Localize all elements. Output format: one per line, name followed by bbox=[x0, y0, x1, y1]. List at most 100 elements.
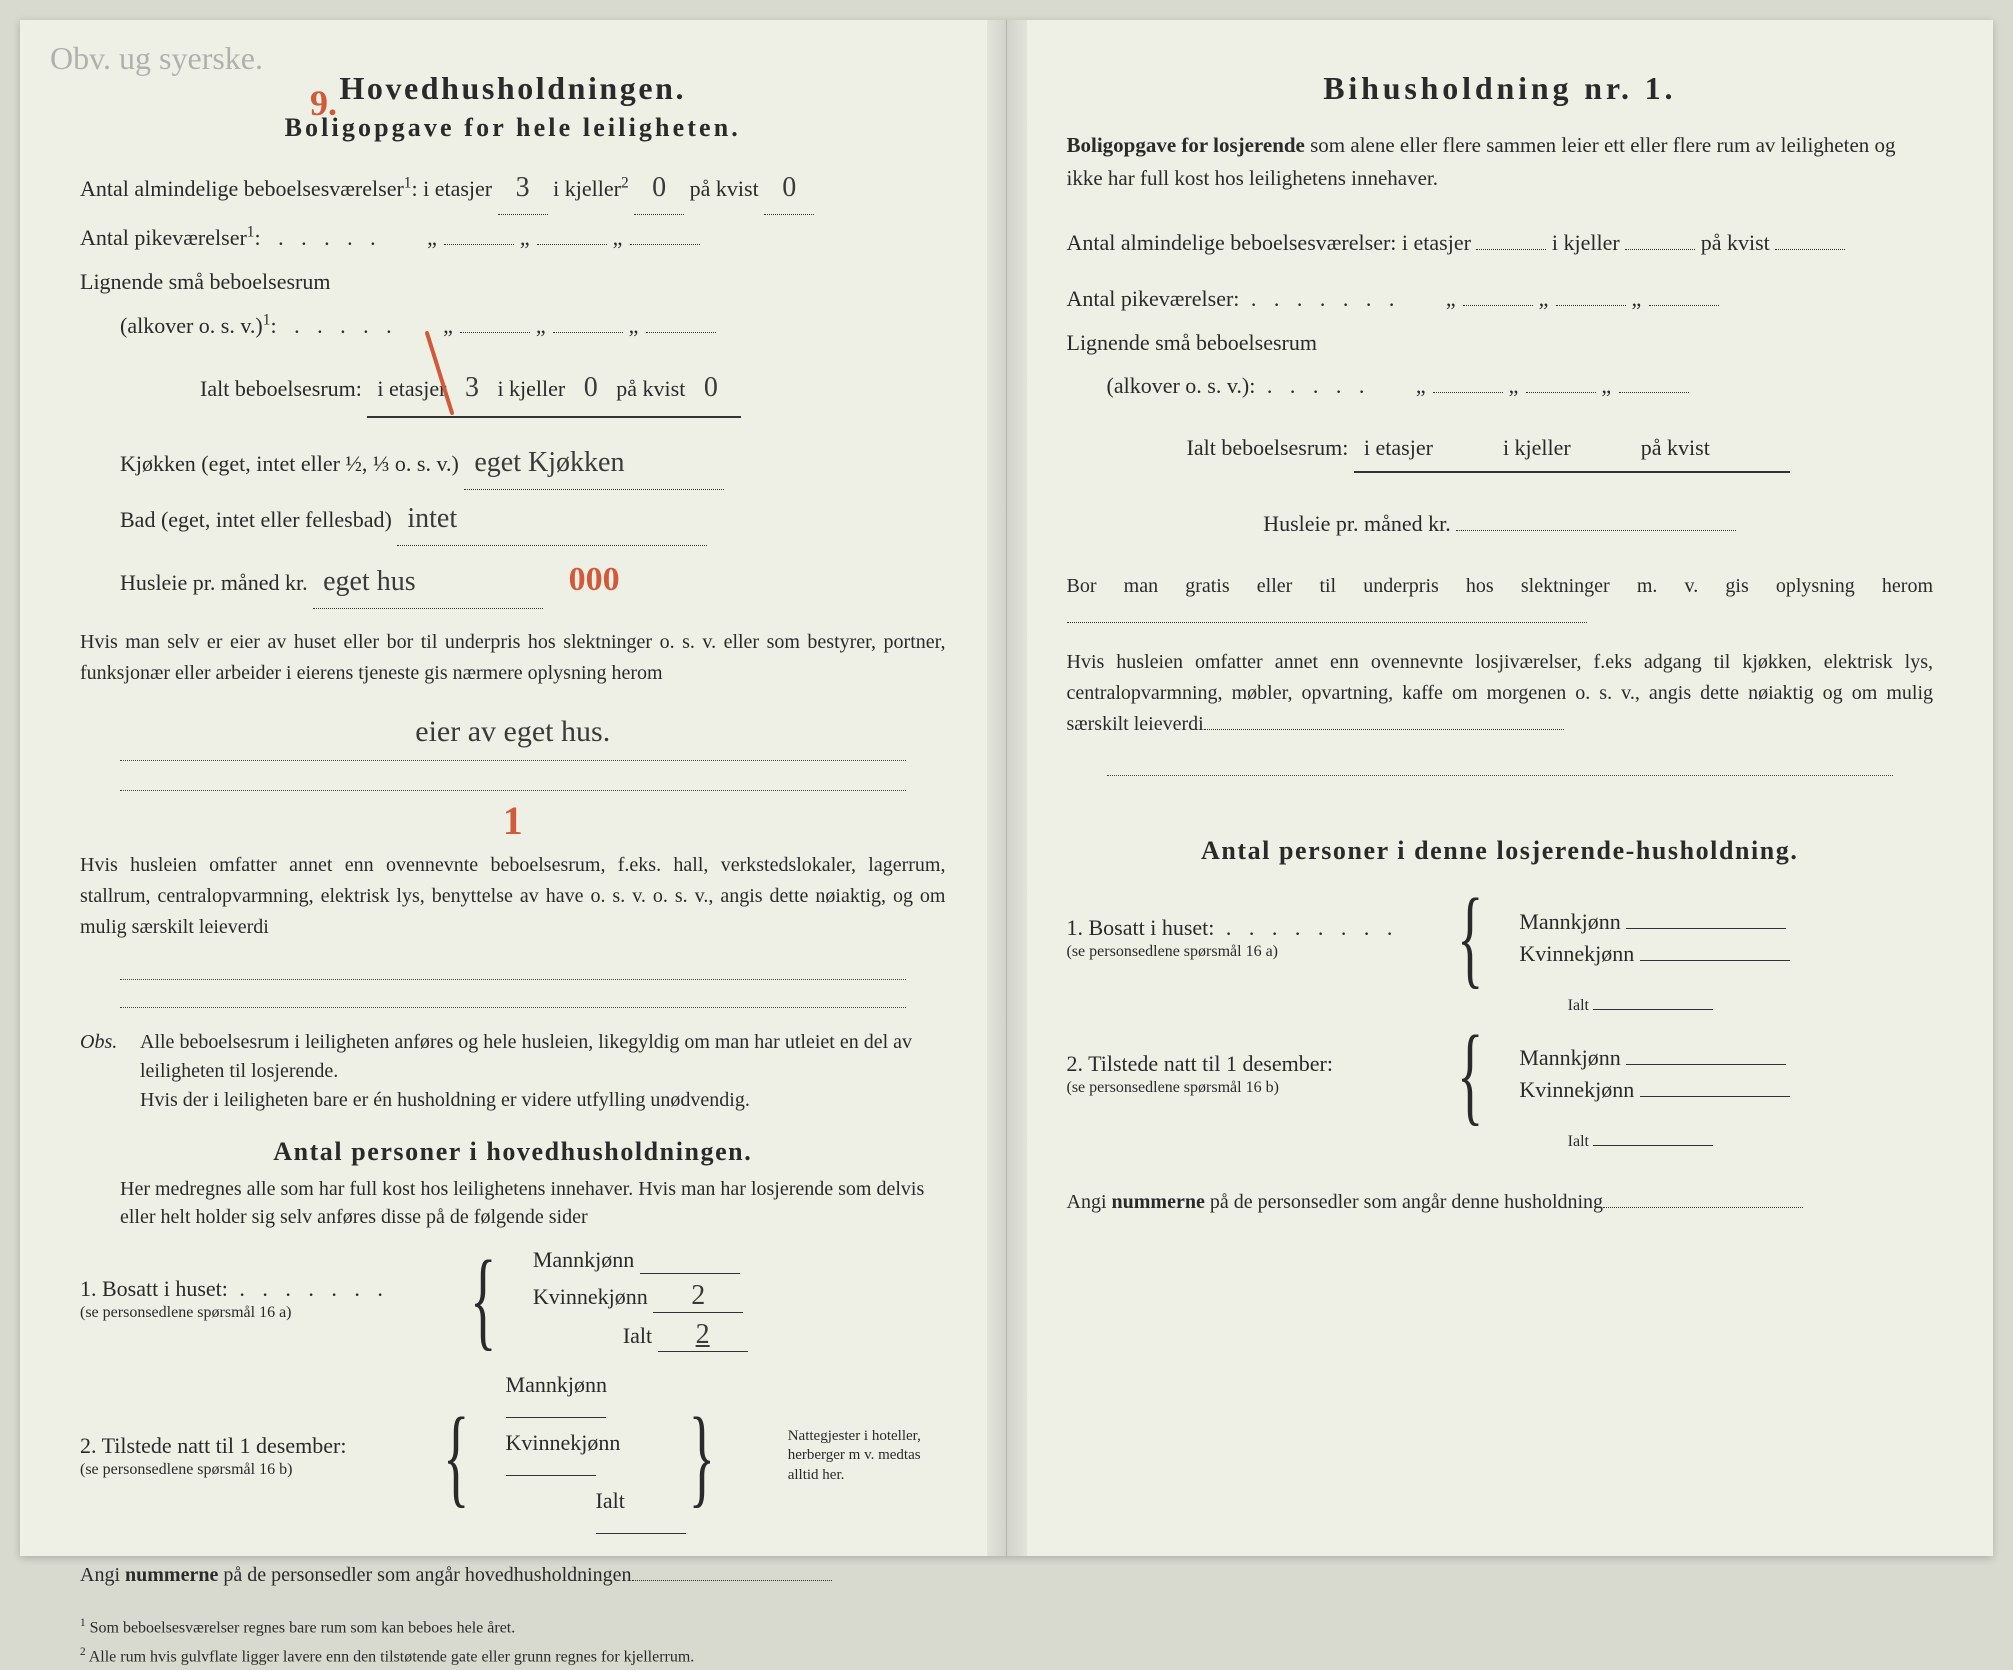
r-q1-ialt: Ialt bbox=[1067, 997, 1934, 1015]
etasjer-value: 3 bbox=[498, 161, 548, 215]
r-q2-fields: Mannkjønn Kvinnekjønn bbox=[1519, 1045, 1789, 1103]
q1-kvinne: Kvinnekjønn 2 bbox=[533, 1280, 748, 1313]
right-title: Bihusholdning nr. 1. bbox=[1067, 70, 1934, 107]
q2-label-block: 2. Tilstede natt til 1 desember: (se per… bbox=[80, 1433, 433, 1479]
right-footer: Angi nummerne på de personsedler som ang… bbox=[1067, 1191, 1934, 1214]
r-blank-line bbox=[1107, 754, 1894, 776]
intro-bold: Boligopgave for losjerende bbox=[1067, 133, 1305, 157]
r-gratis-para: Bor man gratis eller til underpris hos s… bbox=[1067, 571, 1934, 633]
right-intro: Boligopgave for losjerende som alene ell… bbox=[1067, 129, 1934, 194]
q2-label: 2. Tilstede natt til 1 desember: bbox=[80, 1433, 346, 1458]
pike-kjeller bbox=[537, 244, 607, 245]
r-small-rooms-label: Lignende små beboelsesrum bbox=[1067, 322, 1934, 364]
q2-kvinne: Kvinnekjønn bbox=[506, 1430, 705, 1482]
r-q2-row: 2. Tilstede natt til 1 desember: (se per… bbox=[1067, 1033, 1934, 1116]
r-husleie: Husleie pr. måned kr. bbox=[1067, 503, 1934, 545]
r-pike-label: Antal pikeværelser: bbox=[1067, 286, 1240, 311]
owner-handwriting-line: eier av eget hus. bbox=[120, 703, 906, 761]
q1-label-block: 1. Bosatt i huset: . . . . . . . (se per… bbox=[80, 1276, 460, 1322]
brace-icon: { bbox=[1457, 1033, 1483, 1116]
kjokken-label: Kjøkken (eget, intet eller ½, ⅓ o. s. v.… bbox=[120, 451, 459, 476]
pike-etasjer bbox=[444, 244, 514, 245]
r-alkover-label: (alkover o. s. v.): bbox=[1107, 373, 1256, 398]
kjeller-label: i kjeller bbox=[553, 176, 621, 201]
kjeller-value: 0 bbox=[634, 161, 684, 215]
left-page: Obv. ug syerske. 9. Hovedhusholdningen. … bbox=[20, 20, 1007, 1556]
r-section-title: Antal personer i denne losjerende-hushol… bbox=[1067, 836, 1934, 866]
q2-row: 2. Tilstede natt til 1 desember: (se per… bbox=[80, 1372, 946, 1540]
sup1: 1 bbox=[404, 175, 412, 192]
q1-mann: Mannkjønn bbox=[533, 1247, 748, 1274]
obs-label: Obs. bbox=[80, 1028, 140, 1115]
husleie-red-annotation: 000 bbox=[569, 561, 620, 598]
q2-fields: Mannkjønn Kvinnekjønn Ialt bbox=[506, 1372, 705, 1540]
r-q2-sub: (se personsedlene spørsmål 16 b) bbox=[1067, 1079, 1447, 1097]
obs-block: Obs. Alle beboelsesrum i leiligheten anf… bbox=[80, 1028, 946, 1115]
row-husleie: Husleie pr. måned kr. eget hus 000 bbox=[120, 548, 946, 613]
red-number-annotation: 9. bbox=[310, 82, 337, 124]
q1-sub: (se personsedlene spørsmål 16 a) bbox=[80, 1304, 460, 1322]
row-kjokken: Kjøkken (eget, intet eller ½, ⅓ o. s. v.… bbox=[120, 436, 946, 490]
pike-kvist bbox=[630, 244, 700, 245]
r-row-rooms: Antal almindelige beboelsesværelser: i e… bbox=[1067, 222, 1934, 264]
footnotes: 1 Som beboelsesværelser regnes bare rum … bbox=[80, 1615, 946, 1670]
r-q1-label-block: 1. Bosatt i huset: . . . . . . . . (se p… bbox=[1067, 915, 1447, 961]
dots: : . . . . . bbox=[255, 225, 382, 250]
row-bad: Bad (eget, intet eller fellesbad) intet bbox=[120, 492, 946, 546]
pike-label: Antal pikeværelser bbox=[80, 225, 247, 250]
left-subtitle: Boligopgave for hele leiligheten. bbox=[80, 113, 946, 143]
husleie-label: Husleie pr. måned kr. bbox=[120, 570, 308, 595]
row-ialt: Ialt beboelsesrum: i etasjer 3 i kjeller… bbox=[200, 361, 946, 418]
owner-paragraph: Hvis man selv er eier av huset eller bor… bbox=[80, 627, 946, 689]
side-note: Nattegjester i hoteller, herberger m v. … bbox=[788, 1427, 946, 1486]
left-footer: Angi nummerne på de personsedler som ang… bbox=[80, 1564, 946, 1587]
husleie-paragraph: Hvis husleien omfatter annet enn ovennev… bbox=[80, 850, 946, 943]
row-small-rooms-label: Lignende små beboelsesrum bbox=[80, 261, 946, 303]
blank-line bbox=[120, 769, 906, 791]
footnote-1: 1 Som beboelsesværelser regnes bare rum … bbox=[80, 1615, 946, 1640]
ditto: „ bbox=[427, 225, 439, 250]
red-underline-mark bbox=[422, 328, 462, 418]
blank-line-3 bbox=[120, 986, 906, 1008]
document-spread: Obv. ug syerske. 9. Hovedhusholdningen. … bbox=[20, 20, 1993, 1556]
brace-icon: { bbox=[470, 1258, 496, 1341]
ialt-kvist-val: 0 bbox=[704, 361, 718, 414]
kjokken-value: eget Kjøkken bbox=[464, 436, 724, 490]
section-sub: Her medregnes alle som har full kost hos… bbox=[120, 1175, 946, 1231]
r-rooms-label: Antal almindelige beboelsesværelser: i e… bbox=[1067, 230, 1471, 255]
q1-ialt: Ialt 2 bbox=[533, 1319, 748, 1352]
etasjer-label: : i etasjer bbox=[412, 176, 493, 201]
red-number-text: 9. bbox=[310, 83, 337, 123]
bad-label: Bad (eget, intet eller fellesbad) bbox=[120, 507, 392, 532]
r-q1-label: 1. Bosatt i huset: bbox=[1067, 915, 1215, 940]
r-ialt-label: Ialt beboelsesrum: bbox=[1187, 435, 1349, 460]
r-q1-row: 1. Bosatt i huset: . . . . . . . . (se p… bbox=[1067, 896, 1934, 979]
section-title: Antal personer i hovedhusholdningen. bbox=[80, 1137, 946, 1167]
row-alkover: (alkover o. s. v.)1: . . . . . „ „ „ bbox=[120, 305, 946, 347]
red-tally-mark: 1 bbox=[80, 797, 946, 844]
brace-close-icon: { bbox=[689, 1415, 715, 1498]
row-rooms: Antal almindelige beboelsesværelser1: i … bbox=[80, 161, 946, 215]
r-q1-sub: (se personsedlene spørsmål 16 a) bbox=[1067, 943, 1447, 961]
q2-ialt: Ialt bbox=[506, 1488, 705, 1540]
alkover-label: (alkover o. s. v.) bbox=[120, 313, 263, 338]
r-q2-label-block: 2. Tilstede natt til 1 desember: (se per… bbox=[1067, 1051, 1447, 1097]
sup2: 2 bbox=[621, 175, 629, 192]
q2-mann: Mannkjønn bbox=[506, 1372, 705, 1424]
row-pike: Antal pikeværelser1: . . . . . „ „ „ bbox=[80, 217, 946, 259]
r-q1-fields: Mannkjønn Kvinnekjønn bbox=[1519, 909, 1789, 967]
blank-line-2 bbox=[120, 957, 906, 979]
ialt-label: Ialt beboelsesrum: bbox=[200, 376, 362, 401]
bad-value: intet bbox=[397, 492, 707, 546]
q1-label: 1. Bosatt i huset: bbox=[80, 1276, 228, 1301]
ialt-kjeller-val: 0 bbox=[584, 361, 598, 414]
corner-hw-text: Obv. ug syerske. bbox=[50, 40, 263, 76]
kvist-value: 0 bbox=[764, 161, 814, 215]
r-q2-ialt: Ialt bbox=[1067, 1133, 1934, 1151]
r-row-pike: Antal pikeværelser: . . . . . . . „ „ „ bbox=[1067, 278, 1934, 320]
r-husleie-label: Husleie pr. måned kr. bbox=[1263, 511, 1451, 536]
footnote-2: 2 Alle rum hvis gulvflate ligger lavere … bbox=[80, 1644, 946, 1669]
husleie-value: eget hus bbox=[313, 555, 543, 609]
r-q2-label: 2. Tilstede natt til 1 desember: bbox=[1067, 1051, 1333, 1076]
r-husleie-para: Hvis husleien omfatter annet enn ovennev… bbox=[1067, 647, 1934, 740]
